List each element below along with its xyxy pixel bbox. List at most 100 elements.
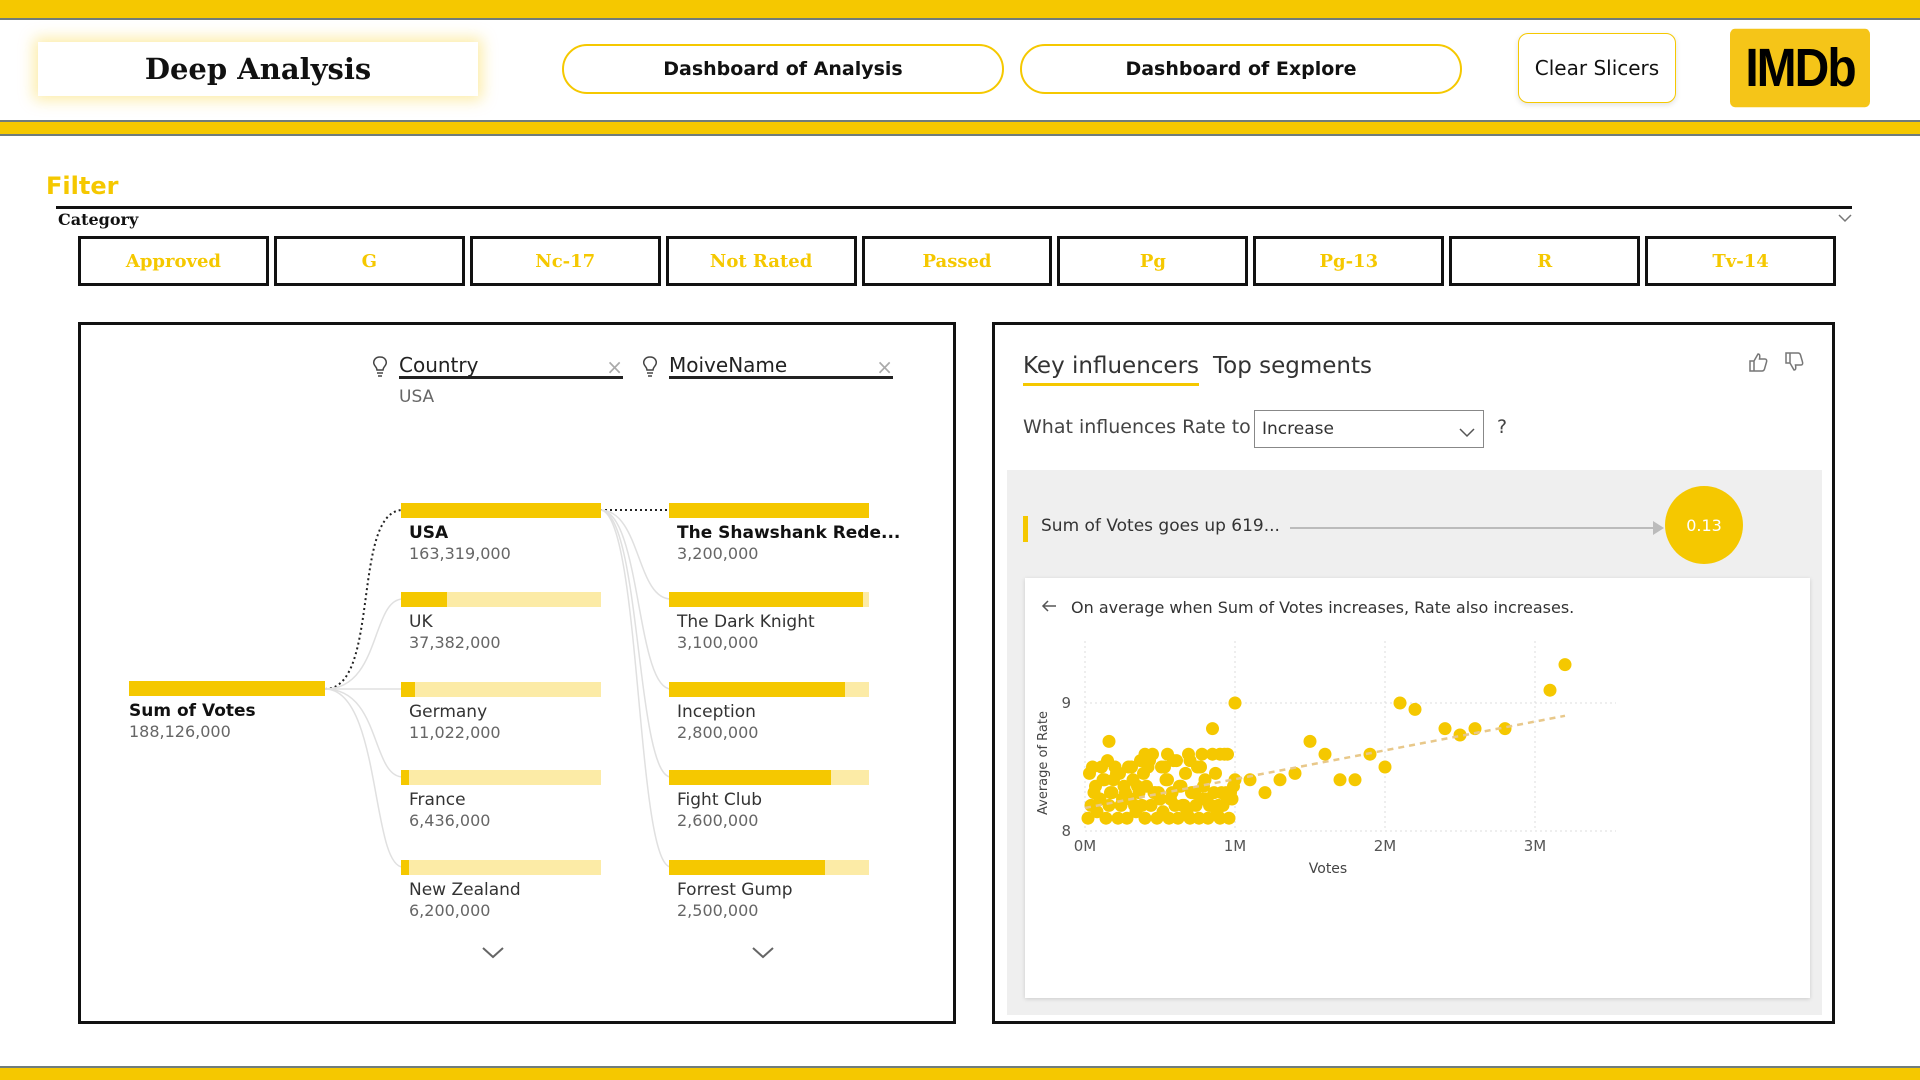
tab-key-influencers[interactable]: Key influencers — [1023, 353, 1200, 386]
scatter-point[interactable] — [1089, 779, 1102, 793]
scatter-point[interactable] — [1393, 696, 1407, 710]
tree-node-movie[interactable]: The Dark Knight 3,100,000 — [669, 592, 869, 652]
scatter-point[interactable] — [1228, 696, 1242, 710]
slicer-pg-13[interactable]: Pg-13 — [1253, 236, 1445, 286]
scatter-point[interactable] — [1161, 747, 1174, 761]
tree-node-movie[interactable]: Fight Club 2,600,000 — [669, 770, 869, 830]
moviename-level-header[interactable]: MoiveName × — [643, 353, 893, 379]
scatter-point[interactable] — [1453, 728, 1467, 742]
scatter-point[interactable] — [1195, 747, 1209, 761]
slicer-approved[interactable]: Approved — [78, 236, 269, 286]
thumbs-down-icon[interactable] — [1783, 351, 1805, 377]
scatter-point[interactable] — [1110, 766, 1123, 780]
chevron-down-icon[interactable] — [1838, 212, 1852, 227]
scatter-point[interactable] — [1144, 798, 1158, 812]
scatter-point[interactable] — [1164, 792, 1177, 806]
scatter-point[interactable] — [1162, 811, 1176, 825]
scatter-point[interactable] — [1194, 760, 1207, 774]
chevron-down-icon[interactable] — [481, 945, 505, 964]
lightbulb-icon[interactable] — [371, 355, 389, 381]
scatter-point[interactable] — [1170, 754, 1183, 768]
scatter-point[interactable] — [1099, 811, 1113, 825]
scatter-point[interactable] — [1176, 798, 1189, 812]
scatter-point[interactable] — [1161, 773, 1174, 787]
clear-slicers-button[interactable]: Clear Slicers — [1518, 33, 1676, 103]
scatter-point[interactable] — [1183, 811, 1197, 825]
tree-node-movie[interactable]: The Shawshank Rede... 3,200,000 — [669, 503, 900, 563]
scatter-point[interactable] — [1140, 779, 1153, 793]
tree-node-country[interactable]: USA 163,319,000 — [401, 503, 601, 563]
scatter-point[interactable] — [1152, 786, 1165, 800]
scatter-point[interactable] — [1212, 798, 1225, 812]
scatter-point[interactable] — [1116, 792, 1129, 806]
scatter-point[interactable] — [1138, 747, 1152, 761]
close-icon[interactable]: × — [876, 355, 893, 379]
tab-top-segments[interactable]: Top segments — [1213, 353, 1372, 379]
scatter-point[interactable] — [1158, 760, 1171, 774]
lightbulb-icon[interactable] — [641, 355, 659, 381]
slicer-r[interactable]: R — [1449, 236, 1641, 286]
scatter-point[interactable] — [1192, 811, 1206, 825]
slicer-nc-17[interactable]: Nc-17 — [469, 236, 661, 286]
help-icon[interactable]: ? — [1497, 416, 1508, 438]
scatter-point[interactable] — [1333, 773, 1347, 787]
scatter-point[interactable] — [1131, 779, 1144, 793]
tree-node-movie[interactable]: Inception 2,800,000 — [669, 682, 869, 742]
scatter-point[interactable] — [1221, 747, 1234, 761]
scatter-point[interactable] — [1128, 798, 1141, 812]
slicer-g[interactable]: G — [273, 236, 465, 286]
tree-node-country[interactable]: Germany 11,022,000 — [401, 682, 601, 742]
scatter-point[interactable] — [1183, 754, 1197, 768]
scatter-point[interactable] — [1104, 786, 1117, 800]
scatter-point[interactable] — [1348, 773, 1362, 787]
scatter-point[interactable] — [1201, 811, 1215, 825]
thumbs-up-icon[interactable] — [1747, 351, 1769, 377]
tree-root-node[interactable]: Sum of Votes 188,126,000 — [129, 681, 325, 741]
scatter-point[interactable] — [1303, 734, 1317, 748]
tree-node-country[interactable]: New Zealand 6,200,000 — [401, 860, 601, 920]
scatter-point[interactable] — [1378, 760, 1392, 774]
scatter-point[interactable] — [1120, 811, 1134, 825]
scatter-point[interactable] — [1258, 786, 1272, 800]
scatter-point[interactable] — [1224, 786, 1237, 800]
scatter-point[interactable] — [1200, 792, 1213, 806]
scatter-point[interactable] — [1209, 766, 1222, 780]
tree-node-movie[interactable]: Forrest Gump 2,500,000 — [669, 860, 869, 920]
scatter-point[interactable] — [1138, 811, 1152, 825]
nav-button-analysis[interactable]: Dashboard of Analysis — [562, 44, 1004, 94]
slicer-not-rated[interactable]: Not Rated — [665, 236, 857, 286]
scatter-point[interactable] — [1090, 805, 1104, 819]
close-icon[interactable]: × — [606, 355, 623, 379]
slicer-passed[interactable]: Passed — [861, 236, 1053, 286]
scatter-point[interactable] — [1101, 754, 1114, 768]
scatter-point[interactable] — [1318, 747, 1332, 761]
nav-button-explore[interactable]: Dashboard of Explore — [1020, 44, 1462, 94]
influencer-item[interactable]: Sum of Votes goes up 619... — [1041, 516, 1280, 536]
scatter-point[interactable] — [1206, 722, 1219, 736]
scatter-point[interactable] — [1558, 658, 1572, 672]
scatter-point[interactable] — [1111, 811, 1125, 825]
tree-node-country[interactable]: France 6,436,000 — [401, 770, 601, 830]
scatter-point[interactable] — [1222, 811, 1236, 825]
scatter-point[interactable] — [1438, 722, 1452, 736]
scatter-point[interactable] — [1243, 773, 1257, 787]
scatter-point[interactable] — [1137, 766, 1150, 780]
scatter-point[interactable] — [1543, 683, 1557, 697]
scatter-point[interactable] — [1288, 766, 1302, 780]
tree-node-country[interactable]: UK 37,382,000 — [401, 592, 601, 652]
scatter-point[interactable] — [1197, 779, 1210, 793]
scatter-point[interactable] — [1098, 773, 1111, 787]
back-arrow-icon[interactable] — [1041, 598, 1057, 617]
slicer-tv-14[interactable]: Tv-14 — [1645, 236, 1837, 286]
rate-direction-select[interactable]: Increase — [1254, 410, 1484, 448]
scatter-point[interactable] — [1408, 702, 1422, 716]
scatter-point[interactable] — [1498, 722, 1512, 736]
scatter-point[interactable] — [1086, 760, 1099, 774]
scatter-point[interactable] — [1102, 734, 1116, 748]
country-level-header[interactable]: Country × — [373, 353, 623, 379]
scatter-point[interactable] — [1273, 773, 1287, 787]
scatter-point[interactable] — [1188, 786, 1201, 800]
scatter-point[interactable] — [1102, 798, 1116, 812]
scatter-point[interactable] — [1081, 811, 1095, 825]
scatter-point[interactable] — [1179, 766, 1192, 780]
